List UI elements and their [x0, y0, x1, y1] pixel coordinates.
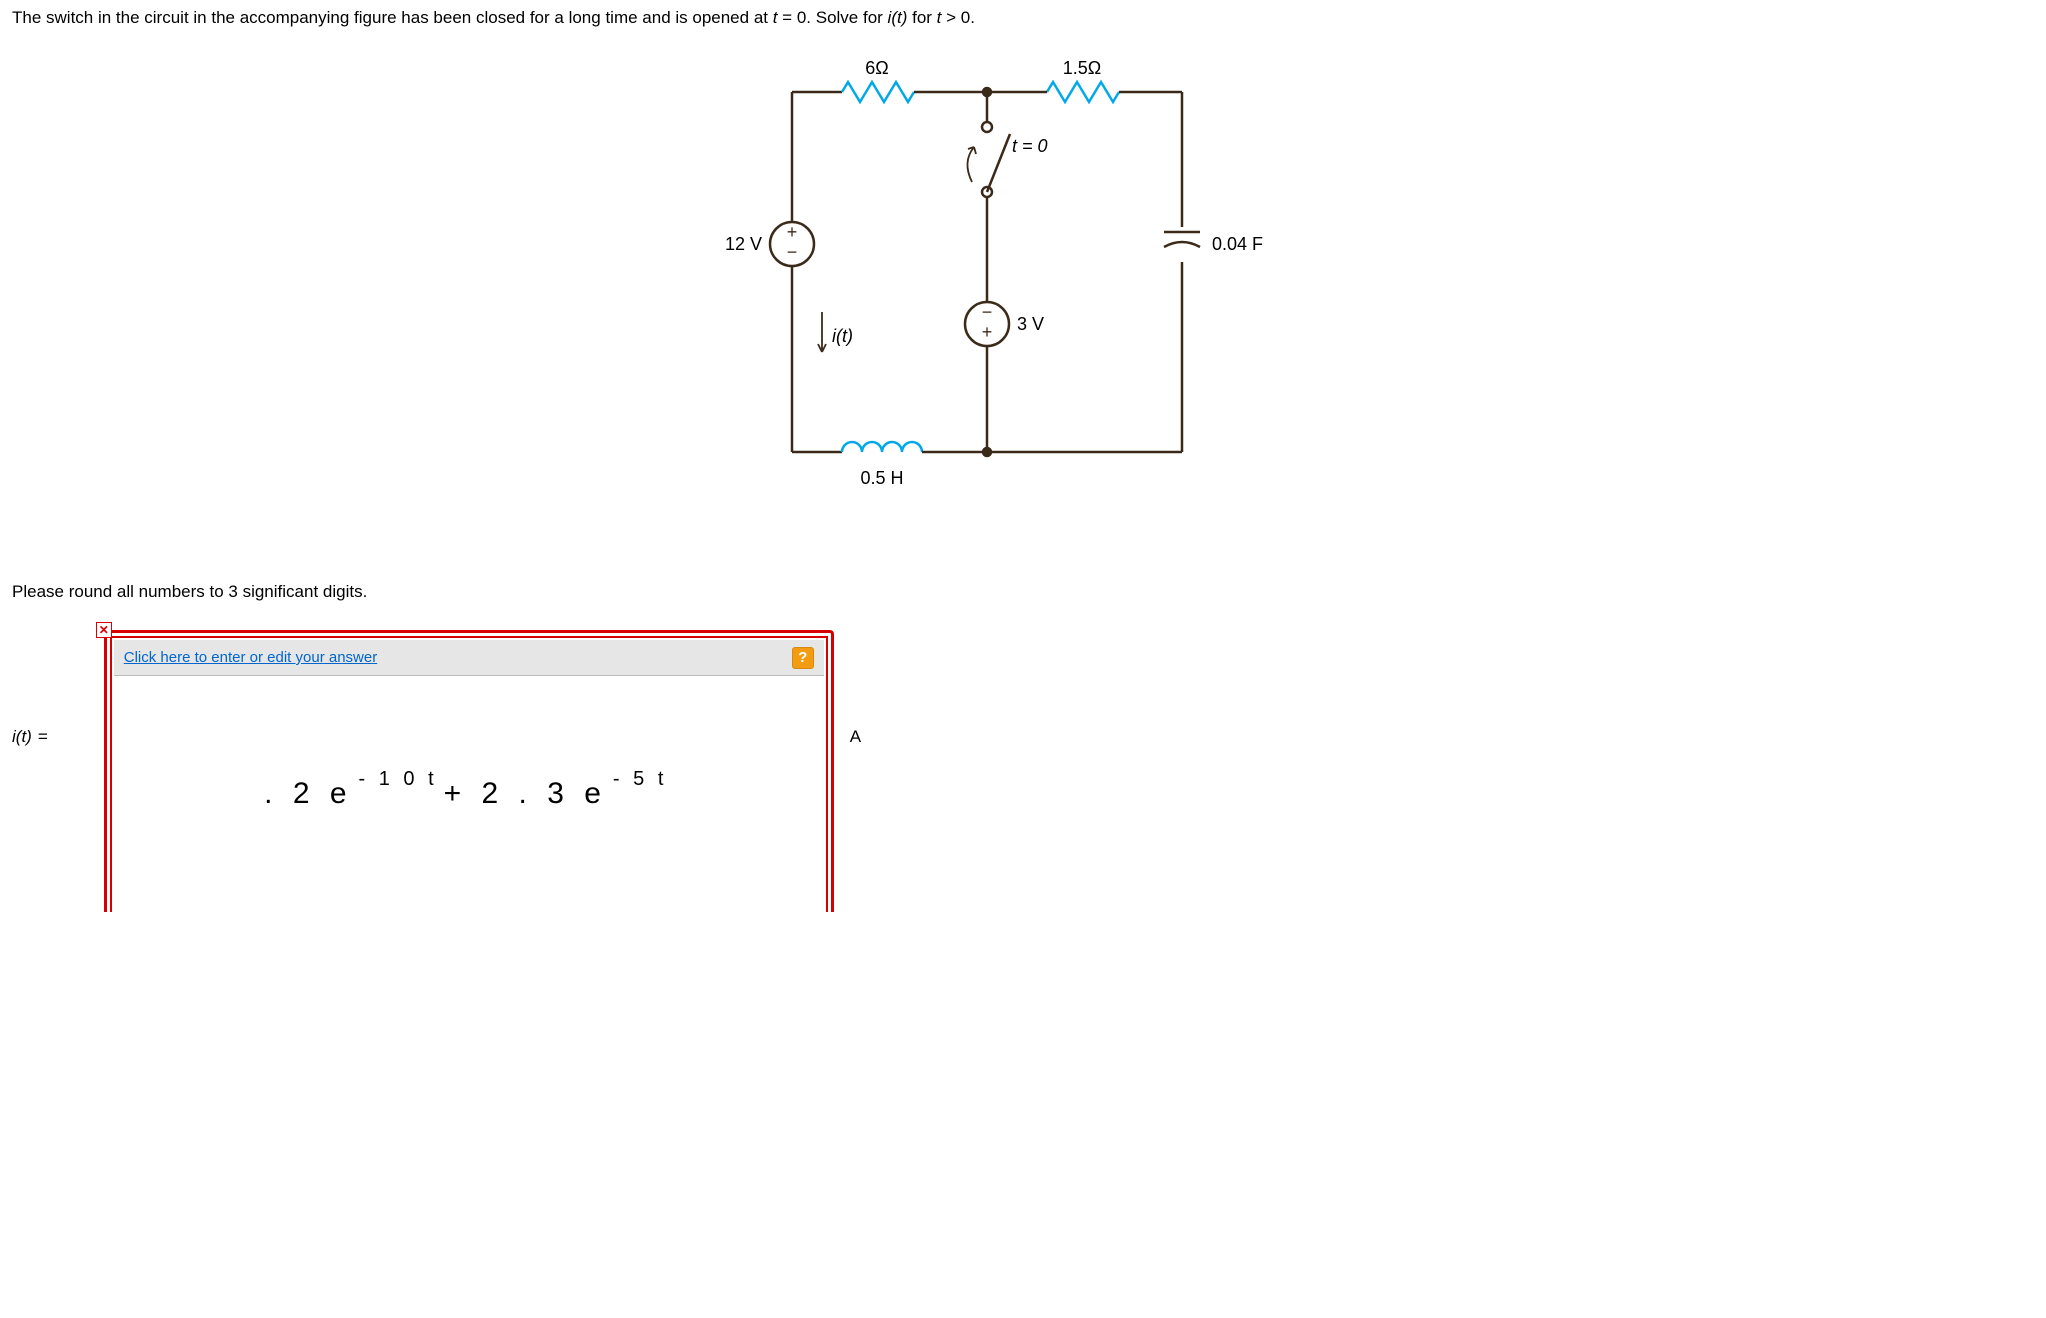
ind-label: 0.5 H [860, 468, 903, 488]
v2-label: 3 V [1017, 314, 1044, 334]
answer-var: i(t) [12, 727, 32, 747]
problem-statement: The switch in the circuit in the accompa… [12, 8, 2034, 28]
circuit-diagram: + − − + [12, 52, 2034, 552]
switch-label: t = 0 [1012, 136, 1048, 156]
r2-label: 1.5Ω [1063, 58, 1101, 78]
answer-editor[interactable]: ✕ Click here to enter or edit your answe… [54, 622, 834, 852]
help-icon[interactable]: ? [792, 647, 814, 669]
current-label: i(t) [832, 326, 853, 346]
cap-label: 0.04 F [1212, 234, 1263, 254]
close-icon[interactable]: ✕ [96, 622, 112, 638]
editor-body[interactable]: . 2 e - 1 0 t + 2 . 3 e - 5 t [114, 676, 824, 912]
svg-text:+: + [787, 222, 798, 242]
svg-text:−: − [787, 242, 798, 262]
rounding-instruction: Please round all numbers to 3 significan… [12, 582, 2034, 602]
editor-header: Click here to enter or edit your answer … [114, 640, 824, 676]
answer-eq: = [38, 727, 48, 747]
answer-formula: . 2 e - 1 0 t + 2 . 3 e - 5 t [264, 777, 673, 811]
svg-text:−: − [982, 302, 993, 322]
answer-row: i(t) = ✕ Click here to enter or edit you… [12, 622, 2034, 852]
r1-label: 6Ω [865, 58, 888, 78]
svg-text:+: + [982, 322, 993, 342]
edit-answer-link[interactable]: Click here to enter or edit your answer [124, 649, 377, 666]
answer-unit: A [850, 727, 861, 747]
v1-label: 12 V [725, 234, 762, 254]
